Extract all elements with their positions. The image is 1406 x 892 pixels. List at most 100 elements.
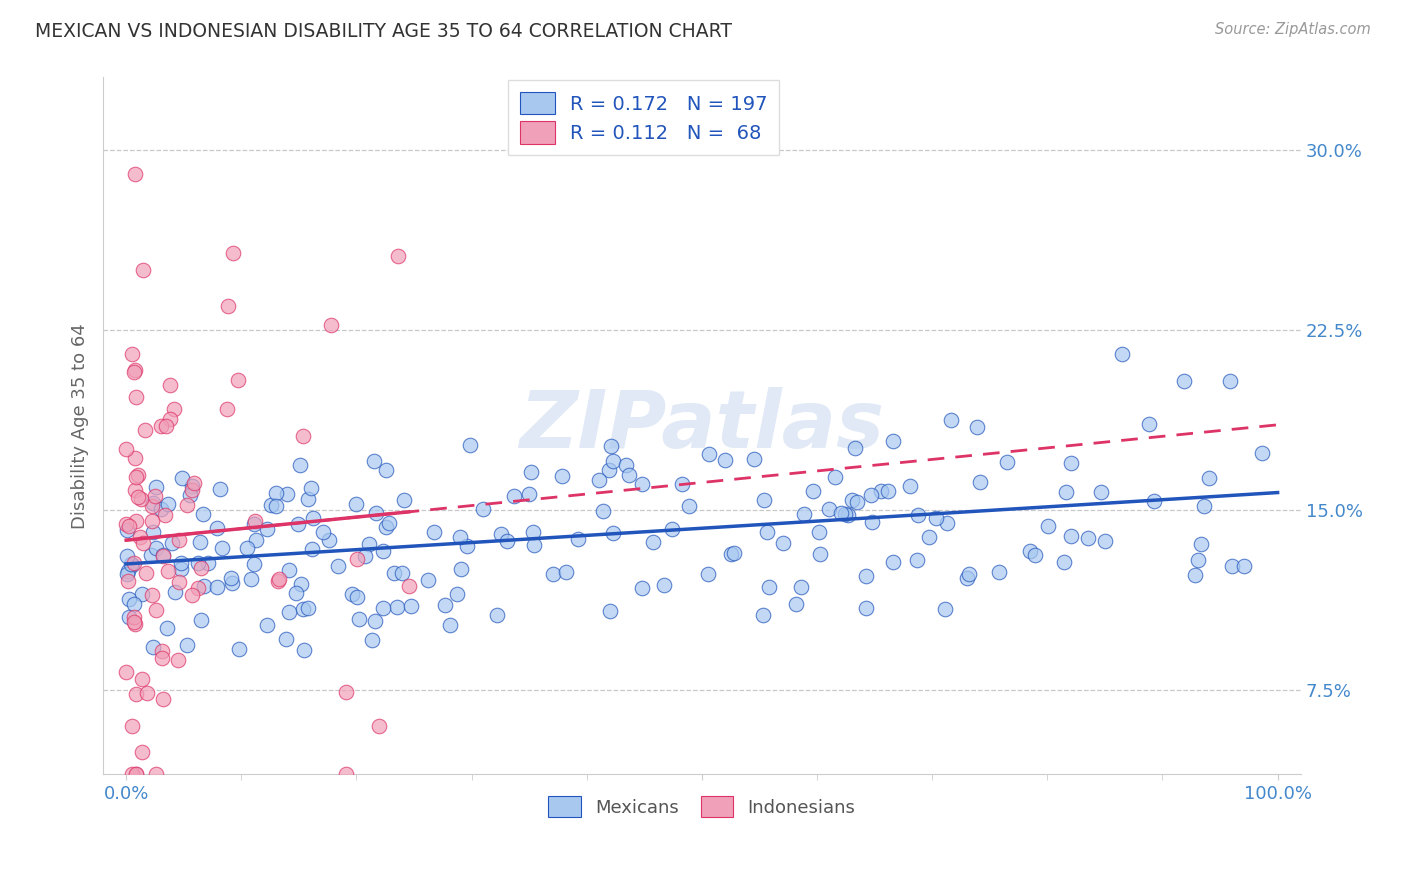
Point xyxy=(347,611,370,625)
Point xyxy=(934,602,956,616)
Point xyxy=(523,538,546,552)
Point xyxy=(439,618,461,632)
Point xyxy=(860,516,883,530)
Point xyxy=(1036,518,1059,533)
Point xyxy=(124,616,146,631)
Point xyxy=(567,533,589,547)
Point xyxy=(301,541,323,556)
Point xyxy=(290,577,312,591)
Point xyxy=(115,523,138,537)
Point xyxy=(678,499,700,513)
Point xyxy=(391,566,413,580)
Point xyxy=(1137,417,1160,431)
Point xyxy=(1054,484,1077,499)
Point xyxy=(1250,446,1272,460)
Point xyxy=(696,566,718,581)
Point xyxy=(433,598,456,612)
Point xyxy=(297,492,319,507)
Point xyxy=(375,462,398,476)
Point xyxy=(124,167,146,181)
Point xyxy=(256,617,278,632)
Point xyxy=(302,511,325,525)
Point xyxy=(335,684,357,698)
Point xyxy=(353,549,375,563)
Point xyxy=(162,536,184,550)
Point xyxy=(789,580,811,594)
Point xyxy=(145,489,167,503)
Point xyxy=(319,318,342,333)
Point xyxy=(125,514,148,528)
Point xyxy=(877,484,900,499)
Point xyxy=(844,442,866,456)
Point xyxy=(387,249,409,263)
Point xyxy=(211,541,233,555)
Point xyxy=(135,686,157,700)
Point xyxy=(176,638,198,652)
Point xyxy=(1111,347,1133,361)
Point xyxy=(1053,555,1076,569)
Point xyxy=(150,643,173,657)
Point xyxy=(720,547,742,561)
Point xyxy=(142,640,165,654)
Point xyxy=(491,526,513,541)
Point xyxy=(117,549,139,564)
Point xyxy=(755,524,778,539)
Point xyxy=(1060,456,1083,470)
Point xyxy=(118,609,141,624)
Point xyxy=(269,572,291,586)
Point xyxy=(157,497,180,511)
Point xyxy=(240,572,263,586)
Point xyxy=(208,482,231,496)
Point xyxy=(830,506,852,520)
Point xyxy=(188,535,211,549)
Point xyxy=(187,581,209,595)
Point xyxy=(121,719,143,733)
Point xyxy=(1233,558,1256,573)
Legend: Mexicans, Indonesians: Mexicans, Indonesians xyxy=(541,789,863,824)
Point xyxy=(297,600,319,615)
Point xyxy=(503,489,526,503)
Point xyxy=(157,564,180,578)
Point xyxy=(142,495,165,509)
Point xyxy=(153,508,176,522)
Point xyxy=(169,556,191,570)
Point xyxy=(131,745,153,759)
Point xyxy=(751,608,773,623)
Point xyxy=(550,468,572,483)
Point xyxy=(207,521,229,535)
Point xyxy=(226,373,249,387)
Point xyxy=(163,402,186,417)
Point xyxy=(375,520,398,534)
Point xyxy=(132,262,155,277)
Point xyxy=(824,470,846,484)
Point xyxy=(124,450,146,465)
Point xyxy=(155,418,177,433)
Point xyxy=(278,563,301,577)
Point xyxy=(152,692,174,706)
Point xyxy=(758,580,780,594)
Point xyxy=(120,557,142,571)
Point xyxy=(361,633,384,648)
Point xyxy=(450,562,472,576)
Point xyxy=(456,539,478,553)
Point xyxy=(167,653,190,667)
Point xyxy=(742,452,765,467)
Point xyxy=(221,575,243,590)
Point xyxy=(170,562,193,576)
Point xyxy=(392,493,415,508)
Point xyxy=(818,501,841,516)
Point xyxy=(115,442,138,456)
Point xyxy=(956,570,979,584)
Point xyxy=(855,568,877,582)
Point xyxy=(180,483,202,497)
Point xyxy=(152,549,174,563)
Point xyxy=(941,413,963,427)
Point xyxy=(326,558,349,573)
Point xyxy=(163,585,186,599)
Point xyxy=(125,390,148,404)
Point xyxy=(957,567,980,582)
Point xyxy=(599,604,621,618)
Point xyxy=(416,573,439,587)
Point xyxy=(643,535,665,549)
Point xyxy=(399,599,422,614)
